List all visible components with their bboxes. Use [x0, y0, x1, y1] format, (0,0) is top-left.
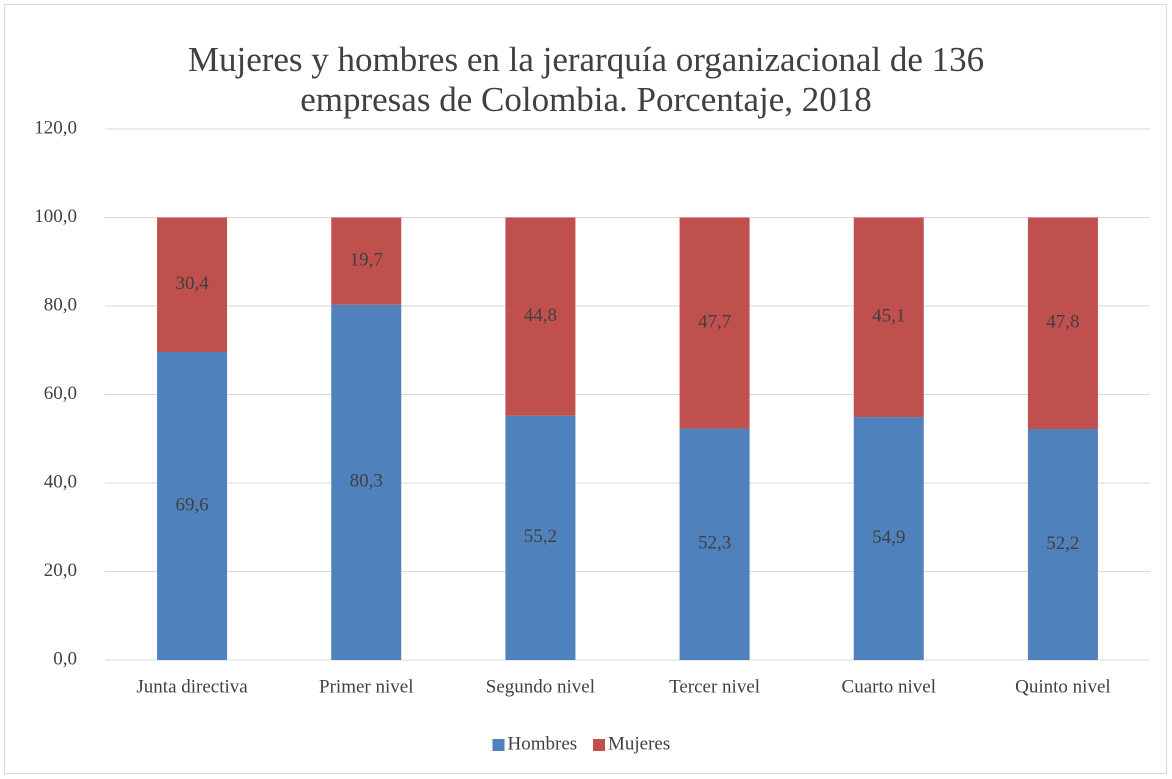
legend-swatch [593, 739, 605, 751]
y-tick-label: 0,0 [53, 648, 77, 669]
x-tick-label: Primer nivel [319, 676, 413, 697]
bar-segment [679, 217, 750, 429]
bar-segment [157, 217, 228, 353]
bar-segment [331, 217, 402, 305]
chart-title: Mujeres y hombres en la jerarquía organi… [187, 40, 985, 119]
data-label: 30,4 [175, 273, 209, 294]
y-tick-label: 60,0 [44, 383, 77, 404]
data-label: 52,3 [698, 533, 731, 554]
y-tick-label: 120,0 [34, 117, 77, 138]
data-label: 47,8 [1046, 312, 1079, 333]
bar-segment [505, 415, 576, 660]
data-label: 47,7 [698, 311, 731, 332]
data-label: 19,7 [350, 249, 383, 270]
data-label: 52,2 [1046, 533, 1079, 554]
bar-segment [331, 304, 402, 660]
bar-segment [853, 217, 924, 418]
x-tick-label: Cuarto nivel [842, 676, 936, 697]
data-label: 44,8 [524, 305, 557, 326]
x-tick-label: Segundo nivel [486, 676, 595, 697]
data-label: 45,1 [872, 306, 905, 327]
bar-segment [157, 352, 228, 660]
x-tick-label: Quinto nivel [1015, 676, 1111, 697]
legend-label: Mujeres [608, 733, 670, 754]
bar-segment [1027, 429, 1098, 660]
y-tick-label: 40,0 [44, 471, 77, 492]
y-tick-label: 20,0 [44, 560, 77, 581]
legend-swatch [492, 739, 505, 751]
y-tick-label: 100,0 [34, 206, 77, 227]
x-tick-label: Tercer nivel [669, 676, 760, 697]
data-label: 55,2 [524, 526, 557, 547]
bar-segment [679, 428, 750, 660]
bar-segment [853, 417, 924, 660]
legend-label: Hombres [508, 733, 578, 754]
y-tick-label: 80,0 [44, 294, 77, 315]
bar-segment [1027, 217, 1098, 430]
bar-segment [505, 217, 576, 416]
data-label: 80,3 [350, 471, 383, 492]
x-tick-label: Junta directiva [136, 676, 248, 697]
data-label: 69,6 [175, 494, 208, 515]
data-label: 54,9 [872, 527, 905, 548]
